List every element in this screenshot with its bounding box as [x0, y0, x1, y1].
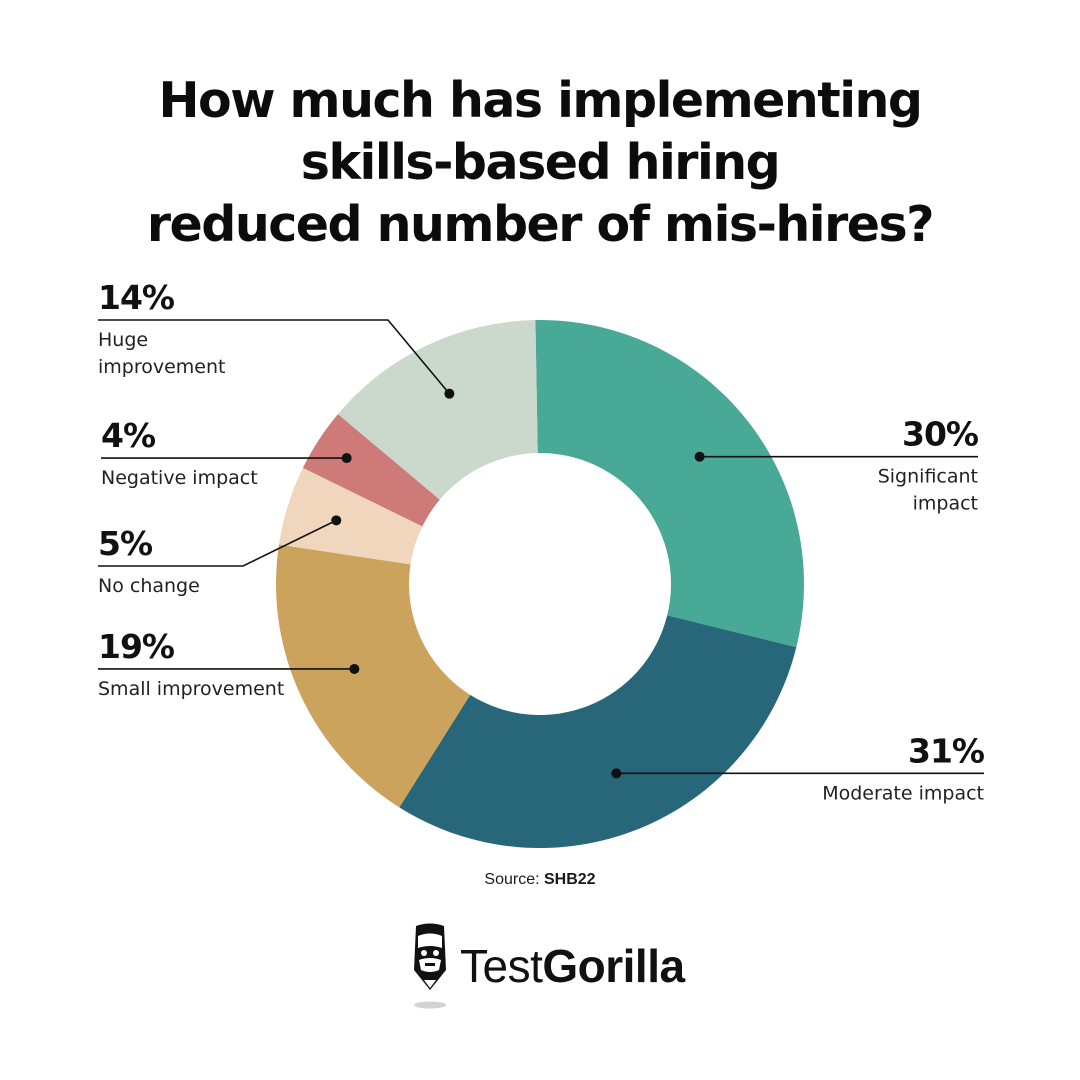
pct-label-huge-improvement: 14%	[98, 278, 175, 317]
leader-dot-moderate-impact	[611, 768, 622, 779]
slice-no-change	[278, 467, 423, 565]
source-name: SHB22	[544, 871, 596, 888]
title-line: skills-based hiring	[300, 134, 781, 191]
gorilla-icon	[414, 923, 446, 1009]
title-line: reduced number of mis-hires?	[146, 196, 935, 253]
category-label-significant-impact: Significant impact	[878, 466, 978, 515]
slice-moderate-impact	[399, 615, 797, 849]
pct-label-moderate-impact: 31%	[908, 731, 985, 770]
leader-dot-significant-impact	[694, 451, 705, 462]
callouts: 30% Significant impact 31% Moderate impact 19…	[98, 278, 986, 804]
leader-dot-negative-impact	[341, 453, 352, 464]
leader-dot-no-change	[331, 515, 342, 526]
leader-dot-small-improvement	[349, 663, 360, 674]
leader-line-huge-improvement	[98, 319, 450, 395]
pct-label-no-change: 5%	[98, 524, 153, 563]
category-label-moderate-impact: Moderate impact	[822, 782, 984, 804]
category-label-huge-improvement: Huge improvement	[98, 329, 226, 378]
logo-text-gorilla: Gorilla	[542, 940, 685, 992]
leader-line-no-change	[98, 519, 337, 567]
pct-label-small-improvement: 19%	[98, 627, 175, 666]
testgorilla-logo: TestGorilla	[404, 922, 704, 1012]
chart-title: How much has implementing skills-based h…	[0, 70, 1080, 256]
title-line: How much has implementing	[158, 72, 923, 129]
pct-label-negative-impact: 4%	[101, 416, 156, 455]
donut-slices	[276, 320, 804, 849]
slice-negative-impact	[302, 414, 440, 527]
category-label-negative-impact: Negative impact	[101, 467, 258, 489]
slice-small-improvement	[276, 544, 471, 808]
pct-label-significant-impact: 30%	[902, 415, 979, 454]
source-prefix: Source:	[484, 871, 540, 888]
category-label-no-change: No change	[98, 575, 200, 597]
source-note: Source: SHB22	[0, 871, 1080, 889]
logo-wordmark: TestGorilla	[460, 938, 685, 994]
category-label-small-improvement: Small improvement	[98, 678, 284, 700]
leader-dot-huge-improvement	[444, 388, 455, 399]
slice-huge-improvement	[337, 320, 538, 500]
logo-text-test: Test	[460, 940, 543, 992]
slice-significant-impact	[535, 320, 804, 648]
